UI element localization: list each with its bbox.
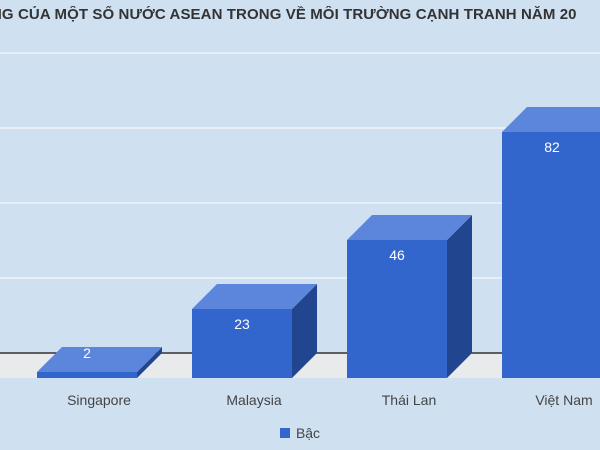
- chart-title: NG CỦA MỘT SỐ NƯỚC ASEAN TRONG VỀ MÔI TR…: [0, 6, 577, 23]
- data-label: 23: [234, 316, 250, 332]
- bar-front: [502, 132, 600, 378]
- bar-side: [137, 347, 162, 378]
- bar-top: [347, 215, 472, 240]
- x-tick-label: Việt Nam: [535, 392, 592, 408]
- x-tick-label: Malaysia: [226, 392, 281, 408]
- bar-side: [292, 284, 317, 378]
- bar-front: [347, 240, 447, 378]
- bar-front: [37, 372, 137, 378]
- data-label: 46: [389, 247, 405, 263]
- bar-top: [192, 284, 317, 309]
- data-label: 2: [83, 345, 91, 361]
- legend-swatch: [279, 428, 290, 438]
- bar-front: [192, 309, 292, 378]
- bar-top: [37, 347, 162, 372]
- bar-top: [502, 107, 600, 132]
- x-tick-label: Singapore: [67, 392, 131, 408]
- legend: Bậc: [0, 425, 600, 441]
- legend-label: Bậc: [295, 425, 321, 441]
- bar-side: [447, 215, 472, 378]
- x-tick-label: Thái Lan: [382, 392, 436, 408]
- data-label: 82: [544, 139, 560, 155]
